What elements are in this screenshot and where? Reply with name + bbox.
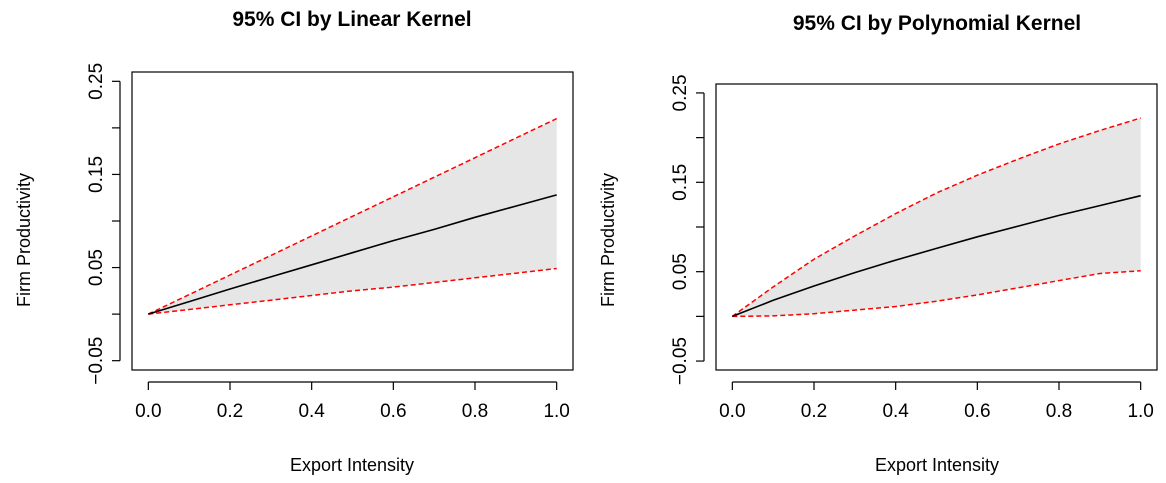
x-axis-label: Export Intensity (875, 455, 999, 475)
x-tick-label: 1.0 (543, 401, 569, 422)
x-tick-label: 1.0 (1127, 401, 1153, 422)
panel-polynomial-kernel: 95% CI by Polynomial Kernel Export Inten… (598, 12, 1158, 475)
x-tick-label: 0.4 (298, 401, 325, 422)
y-tick-label: 0.15 (86, 156, 107, 193)
upper-bound-line (147, 117, 558, 315)
x-axis-label: Export Intensity (290, 455, 414, 475)
y-tick-label: 0.05 (670, 253, 691, 290)
x-tick-label: 0.8 (1046, 401, 1072, 422)
estimate-line (732, 194, 1141, 318)
panel-linear-kernel: 95% CI by Linear Kernel Export Intensity… (14, 8, 574, 475)
estimate-line (148, 194, 557, 315)
x-tick-label: 0.0 (719, 401, 745, 422)
lower-bound-line (732, 270, 1141, 318)
x-tick-label: 0.2 (217, 401, 243, 422)
y-tick-label: 0.25 (86, 63, 107, 100)
x-tick-label: 0.6 (964, 401, 990, 422)
y-tick-label: 0.05 (86, 249, 107, 286)
y-axis-label: Firm Productivity (598, 173, 618, 307)
lower-bound-line (148, 267, 557, 315)
y-tick-label: 0.15 (670, 164, 691, 201)
y-tick-label: −0.05 (86, 337, 107, 385)
plot-frame (131, 71, 574, 371)
y-tick-label: 0.25 (670, 74, 691, 111)
x-tick-label: 0.0 (135, 401, 161, 422)
plot-frame (715, 83, 1158, 371)
chart-title: 95% CI by Linear Kernel (232, 8, 471, 31)
x-tick-label: 0.6 (380, 401, 406, 422)
upper-bound-line (731, 117, 1141, 318)
x-tick-label: 0.8 (462, 401, 488, 422)
confidence-band (732, 118, 1141, 317)
chart-title: 95% CI by Polynomial Kernel (793, 12, 1081, 35)
y-tick-label: −0.05 (670, 337, 691, 385)
y-axis-label: Firm Productivity (14, 173, 34, 307)
x-tick-label: 0.4 (882, 401, 909, 422)
x-tick-label: 0.2 (801, 401, 827, 422)
